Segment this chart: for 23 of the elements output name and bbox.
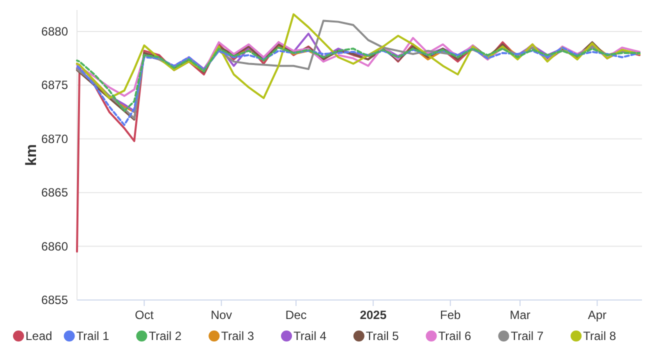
legend-label: Trail 5 bbox=[366, 329, 400, 343]
legend-label: Trail 1 bbox=[76, 329, 110, 343]
legend-label: Lead bbox=[26, 329, 52, 343]
x-tick-label: Dec bbox=[285, 308, 307, 322]
y-tick-label: 6880 bbox=[41, 24, 68, 38]
y-tick-label: 6875 bbox=[41, 78, 68, 92]
y-tick-label: 6865 bbox=[41, 186, 68, 200]
x-tick-label: 2025 bbox=[360, 308, 387, 322]
legend-label: Trail 3 bbox=[221, 329, 254, 343]
y-tick-label: 6855 bbox=[41, 293, 68, 307]
legend-label: Trail 7 bbox=[510, 329, 544, 343]
x-tick-label: Feb bbox=[440, 308, 462, 322]
x-tick-label: Mar bbox=[510, 308, 530, 322]
legend-label: Trail 2 bbox=[148, 329, 182, 343]
x-tick-label: Oct bbox=[134, 308, 154, 322]
legend-label: Trail 8 bbox=[583, 329, 616, 343]
y-tick-label: 6860 bbox=[41, 239, 68, 254]
y-axis-title: km bbox=[23, 144, 40, 166]
x-tick-label: Nov bbox=[210, 308, 232, 322]
legend-label: Trail 4 bbox=[294, 329, 327, 343]
x-tick-label: Apr bbox=[588, 308, 607, 322]
y-tick-label: 6870 bbox=[41, 132, 68, 146]
legend-label: Trail 6 bbox=[438, 329, 472, 343]
